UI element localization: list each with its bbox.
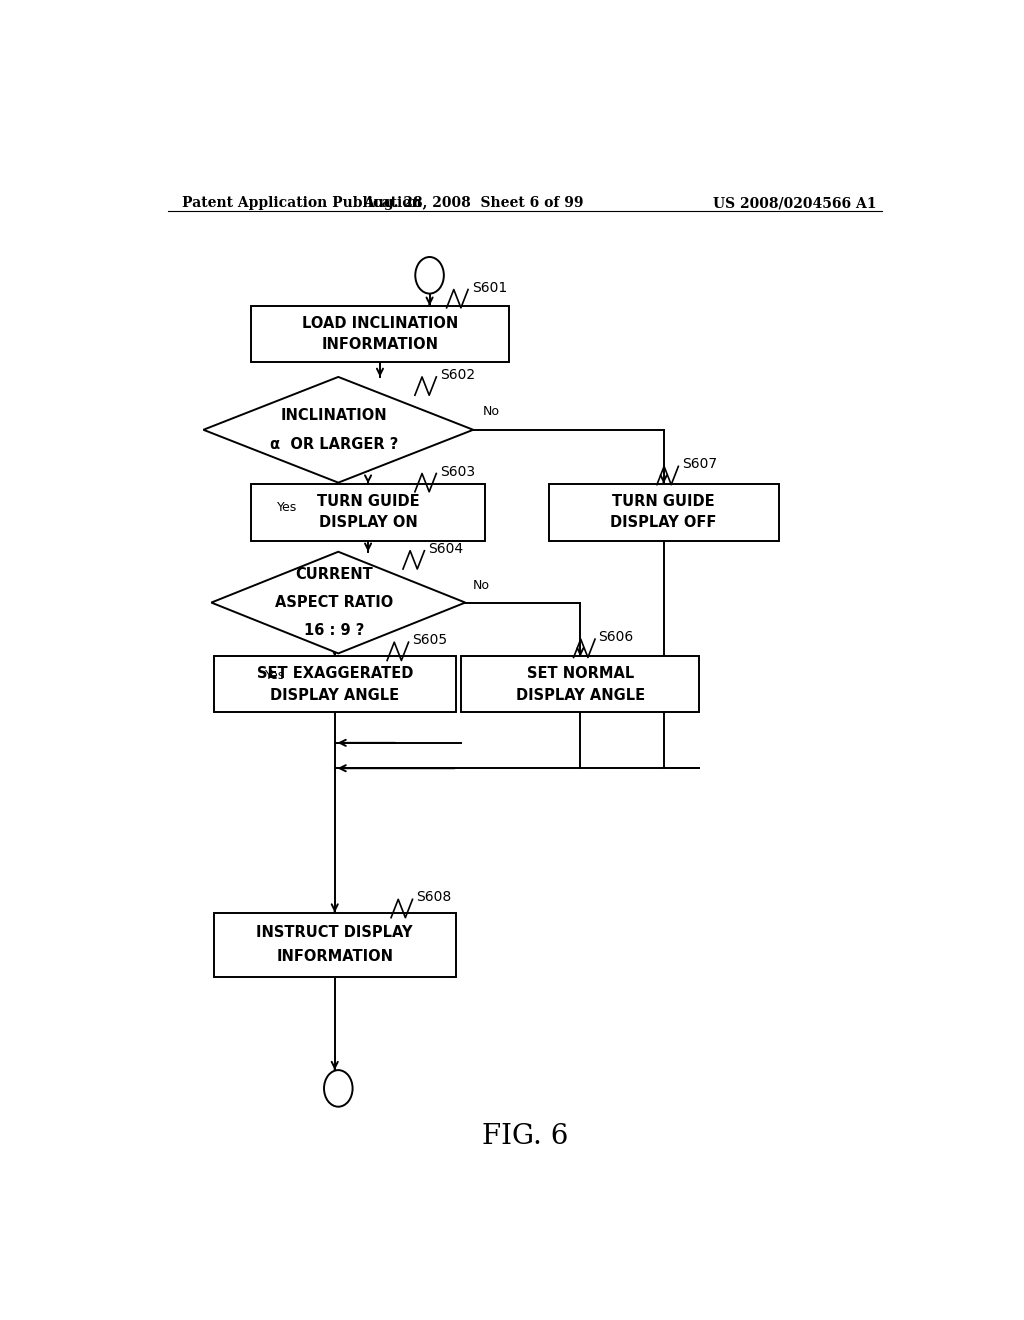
Text: S604: S604 [428, 541, 463, 556]
Text: ASPECT RATIO: ASPECT RATIO [275, 595, 393, 610]
Text: DISPLAY ANGLE: DISPLAY ANGLE [270, 688, 399, 702]
Text: No: No [482, 405, 500, 417]
Text: INFORMATION: INFORMATION [322, 337, 438, 352]
Circle shape [416, 257, 443, 293]
Text: S601: S601 [472, 281, 507, 294]
Text: FIG. 6: FIG. 6 [481, 1123, 568, 1150]
Text: SET EXAGGERATED: SET EXAGGERATED [257, 667, 413, 681]
Text: DISPLAY ON: DISPLAY ON [318, 515, 418, 531]
Text: INFORMATION: INFORMATION [276, 949, 393, 964]
Text: DISPLAY OFF: DISPLAY OFF [610, 515, 717, 531]
Text: S607: S607 [682, 458, 717, 471]
FancyBboxPatch shape [214, 912, 456, 977]
Text: S608: S608 [416, 891, 452, 904]
Text: Patent Application Publication: Patent Application Publication [182, 197, 422, 210]
FancyBboxPatch shape [461, 656, 699, 713]
Text: Aug. 28, 2008  Sheet 6 of 99: Aug. 28, 2008 Sheet 6 of 99 [362, 197, 584, 210]
Text: LOAD INCLINATION: LOAD INCLINATION [302, 315, 458, 330]
Text: 16 : 9 ?: 16 : 9 ? [304, 623, 365, 638]
Text: α  OR LARGER ?: α OR LARGER ? [270, 437, 398, 451]
Text: CURRENT: CURRENT [296, 568, 373, 582]
FancyBboxPatch shape [251, 306, 509, 362]
Text: US 2008/0204566 A1: US 2008/0204566 A1 [713, 197, 877, 210]
Text: TURN GUIDE: TURN GUIDE [612, 494, 715, 508]
Text: No: No [473, 579, 490, 593]
Circle shape [324, 1071, 352, 1106]
Text: SET NORMAL: SET NORMAL [526, 667, 634, 681]
Text: INCLINATION: INCLINATION [281, 408, 388, 422]
FancyBboxPatch shape [549, 483, 778, 541]
Text: S602: S602 [440, 368, 475, 381]
Text: TURN GUIDE: TURN GUIDE [316, 494, 420, 508]
Polygon shape [211, 552, 465, 653]
Text: Yes: Yes [276, 500, 297, 513]
Text: INSTRUCT DISPLAY: INSTRUCT DISPLAY [256, 925, 413, 940]
FancyBboxPatch shape [214, 656, 456, 713]
Text: S606: S606 [599, 630, 634, 644]
Polygon shape [204, 378, 473, 483]
FancyBboxPatch shape [251, 483, 485, 541]
Text: DISPLAY ANGLE: DISPLAY ANGLE [516, 688, 645, 702]
Text: S603: S603 [440, 465, 475, 479]
Text: Yes: Yes [264, 669, 285, 681]
Text: S605: S605 [412, 634, 447, 647]
